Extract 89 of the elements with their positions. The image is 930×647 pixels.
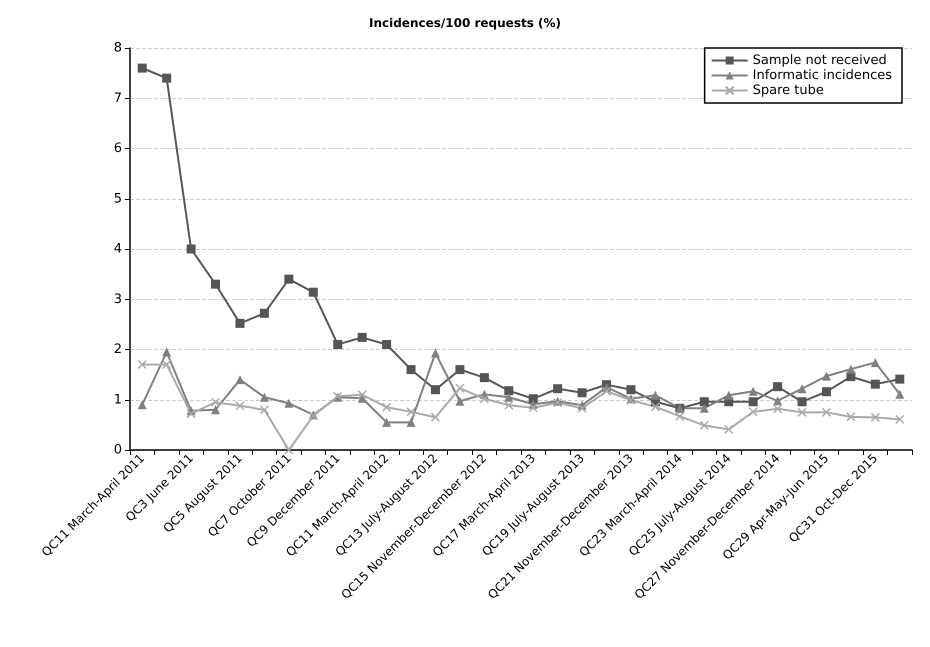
- point: [162, 360, 172, 370]
- point: [357, 390, 367, 400]
- point: [235, 375, 244, 384]
- point: [430, 348, 440, 358]
- point: [798, 397, 807, 406]
- point: [798, 384, 807, 394]
- point: [455, 365, 464, 374]
- point: [284, 398, 294, 408]
- point: [602, 386, 612, 396]
- point: [235, 401, 245, 411]
- point: [284, 445, 294, 455]
- y-tick-label: 8: [114, 40, 122, 56]
- legend-label: Sample not received: [752, 53, 887, 68]
- point: [455, 383, 465, 393]
- point: [260, 405, 270, 415]
- y-tick-label: 7: [114, 90, 122, 106]
- point: [870, 412, 880, 422]
- point: [650, 390, 660, 400]
- point: [895, 390, 904, 399]
- point: [430, 385, 440, 394]
- point: [430, 412, 440, 422]
- point: [797, 408, 807, 418]
- y-tick-label: 1: [114, 392, 122, 408]
- point: [895, 374, 904, 384]
- point: [675, 412, 685, 422]
- y-tick-label: 5: [114, 191, 122, 206]
- point: [822, 372, 831, 381]
- legend-label: Spare tube: [752, 83, 824, 98]
- y-tick-label: 4: [114, 242, 122, 256]
- point: [406, 407, 416, 417]
- point: [162, 74, 172, 83]
- point: [577, 404, 587, 414]
- point: [846, 364, 856, 374]
- point: [822, 387, 831, 396]
- point: [700, 420, 710, 430]
- y-tick-label: 3: [114, 292, 122, 307]
- point: [700, 404, 709, 413]
- point: [186, 409, 196, 419]
- y-tick-label: 2: [114, 342, 122, 357]
- point: [260, 308, 269, 318]
- point: [211, 280, 220, 289]
- y-tick-label: 0: [114, 442, 122, 458]
- point: [480, 394, 490, 404]
- point: [284, 274, 294, 284]
- point: [504, 400, 514, 410]
- point: [846, 412, 856, 422]
- point: [210, 398, 220, 408]
- point: [748, 386, 758, 396]
- point: [235, 318, 244, 328]
- point: [504, 392, 514, 402]
- point: [382, 418, 392, 427]
- point: [480, 373, 489, 382]
- point: [772, 404, 782, 414]
- point: [822, 408, 832, 418]
- point: [382, 340, 392, 349]
- y-tick-label: 6: [114, 141, 122, 156]
- point: [650, 402, 660, 412]
- point: [260, 392, 269, 402]
- point: [504, 386, 514, 396]
- point: [528, 403, 538, 413]
- point: [211, 405, 220, 414]
- point: [382, 402, 392, 412]
- point: [455, 396, 464, 406]
- point: [578, 388, 587, 398]
- point: [553, 384, 562, 394]
- point: [748, 407, 758, 417]
- point: [406, 418, 416, 427]
- point: [137, 360, 147, 370]
- point: [333, 340, 342, 349]
- point: [162, 348, 172, 357]
- point: [748, 397, 758, 406]
- point: [700, 397, 709, 406]
- point: [773, 396, 782, 406]
- point: [308, 288, 318, 297]
- point: [724, 424, 734, 434]
- point: [773, 382, 782, 392]
- point: [138, 400, 147, 410]
- point: [724, 390, 734, 400]
- point: [528, 394, 538, 404]
- chart-title: Incidences/100 requests (%): [368, 16, 562, 30]
- point: [358, 332, 367, 342]
- legend-label: Informatic incidences: [752, 68, 892, 83]
- point: [626, 385, 636, 394]
- point: [406, 365, 416, 374]
- point: [895, 414, 905, 424]
- point: [870, 358, 880, 368]
- point: [186, 244, 196, 254]
- point: [870, 380, 880, 389]
- point: [138, 64, 147, 73]
